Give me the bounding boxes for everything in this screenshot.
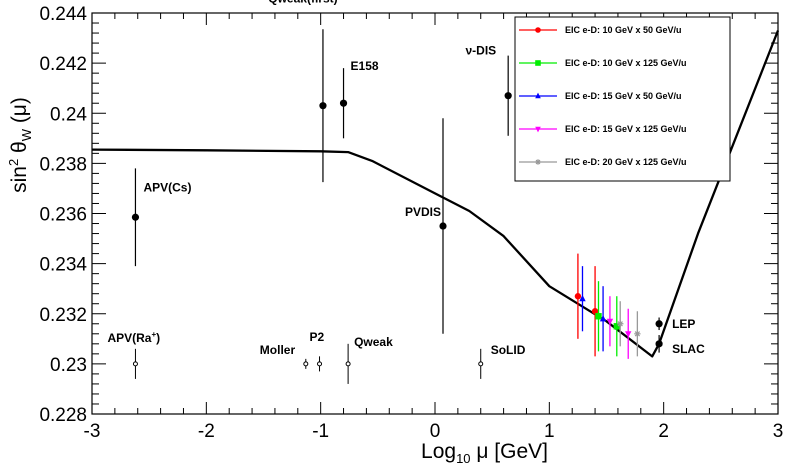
x-tick-label: 3 (773, 421, 784, 442)
legend-box (514, 16, 731, 182)
eic-series-3-point-2 (599, 314, 607, 322)
label-qweak: Qweak (354, 335, 393, 349)
y-tick-label: 0.228 (39, 405, 87, 426)
y-tick-label: 0.232 (39, 305, 87, 326)
x-tick-label: -3 (84, 421, 101, 442)
legend-marker-3 (535, 92, 541, 99)
eic-series-1-point-1 (574, 293, 582, 300)
y-tick-label: 0.242 (39, 54, 87, 75)
x-axis-title: Log10 μ [GeV] (421, 440, 548, 466)
point-dis (504, 92, 512, 100)
x-tick-label: -2 (198, 421, 215, 442)
label-e158: E158 (351, 59, 379, 73)
legend-label-5: EIC e-D: 20 GeV x 125 GeV/u (565, 157, 687, 167)
label-solid: SoLID (491, 343, 526, 357)
label-qweak-first: Qweak(first) (268, 0, 337, 6)
point-e158 (339, 99, 348, 107)
legend-label-2: EIC e-D: 10 GeV x 125 GeV/u (565, 58, 687, 68)
legend-marker-4 (535, 126, 541, 133)
label-p2: P2 (310, 330, 325, 344)
point-qweak (345, 361, 351, 367)
y-tick-label: 0.23 (50, 355, 87, 376)
label-lep: LEP (672, 317, 695, 331)
point-qweak-first (319, 102, 327, 110)
x-tick-label: 2 (658, 421, 669, 442)
y-axis: 0.228 0.23 0.232 0.234 0.236 0.238 0.24 0.242 0.… (39, 4, 778, 426)
y-tick-label: 0.244 (39, 4, 87, 25)
data-points-layer: APV(Cs) Qweak(first) E158 ν-DIS PVDIS LEP SLAC… (107, 0, 705, 384)
legend-marker-1 (535, 27, 541, 33)
legend-marker-5 (535, 159, 541, 165)
point-apv-cs (131, 213, 140, 221)
y-tick-label: 0.234 (39, 255, 87, 276)
point-slac (655, 340, 663, 348)
label-apv-cs: APV(Cs) (143, 180, 191, 194)
legend-marker-2 (535, 60, 541, 66)
label-pvdis: PVDIS (405, 205, 441, 219)
label-apv-ra: APV(Ra+) (107, 330, 160, 345)
eic-series-4-point-2 (625, 331, 632, 338)
point-p2 (317, 361, 323, 367)
eic-series-5-point-2 (634, 330, 641, 337)
legend-label-4: EIC e-D: 15 GeV x 125 GeV/u (565, 124, 687, 134)
eic-series-4-point-1 (606, 318, 614, 326)
point-pvdis (439, 222, 447, 230)
legend: EIC e-D: 10 GeV x 50 GeV/u EIC e-D: 10 Ge… (514, 16, 731, 182)
point-solid (478, 361, 484, 367)
eic-series-2-point-2 (613, 323, 620, 330)
label-dis: ν-DIS (465, 44, 496, 58)
y-tick-label: 0.238 (39, 154, 87, 175)
point-apv-ra (132, 361, 138, 367)
y-tick-label: 0.236 (39, 205, 87, 226)
eic-series-5-point-1 (617, 320, 624, 327)
label-moller: Moller (260, 343, 296, 357)
x-tick-label: 1 (544, 421, 555, 442)
eic-series-2-point-1 (595, 313, 602, 320)
point-lep (655, 320, 663, 328)
legend-label-1: EIC e-D: 10 GeV x 50 GeV/u (565, 25, 682, 35)
point-moller (303, 361, 309, 367)
y-axis-title: sin2 θW (μ) (6, 97, 34, 193)
eic-series-3-point-1 (579, 294, 586, 302)
label-slac: SLAC (672, 342, 705, 356)
y-tick-label: 0.24 (50, 104, 87, 125)
eic-series-1-point-2 (591, 308, 599, 315)
legend-label-3: EIC e-D: 15 GeV x 50 GeV/u (565, 91, 682, 101)
x-tick-label: -1 (312, 421, 329, 442)
x-tick-label: 0 (430, 421, 441, 442)
